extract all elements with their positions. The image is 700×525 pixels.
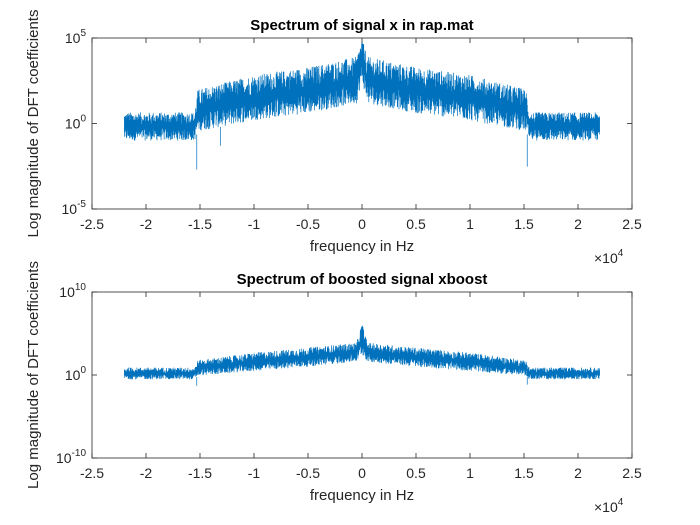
x-tick-label: 2 (574, 216, 582, 232)
x-tick-label: -1 (248, 216, 261, 232)
x-scale-factor-base: ×10 (594, 250, 618, 266)
y-tick-base: 10 (65, 30, 81, 46)
x-tick-label: 2.5 (622, 465, 642, 481)
x-axis-label: frequency in Hz (310, 487, 414, 504)
y-tick-base: 10 (56, 450, 72, 466)
x-axis-label: frequency in Hz (310, 238, 414, 255)
x-tick-label: 0.5 (406, 465, 426, 481)
y-tick-exponent: 0 (80, 365, 86, 376)
x-tick-label: 0 (358, 216, 366, 232)
x-scale-factor: ×104 (594, 248, 624, 266)
y-tick-base: 10 (65, 367, 81, 383)
y-tick-label: 105 (65, 28, 87, 46)
x-scale-factor-base: ×10 (594, 499, 618, 515)
x-tick-label: 0 (358, 465, 366, 481)
x-tick-label: 1.5 (514, 465, 534, 481)
chart-title: Spectrum of signal x in rap.mat (250, 17, 473, 34)
x-scale-factor-exponent: 4 (618, 248, 624, 259)
x-tick-label: -2.5 (80, 216, 104, 232)
y-tick-label: 100 (65, 365, 87, 383)
x-scale-factor: ×104 (594, 497, 624, 515)
x-tick-label: -1.5 (188, 465, 212, 481)
y-tick-exponent: -10 (72, 448, 87, 459)
x-tick-label: -2 (140, 216, 153, 232)
x-tick-label: 1 (466, 216, 474, 232)
y-tick-label: 10-10 (56, 448, 86, 466)
y-tick-exponent: 0 (80, 114, 86, 125)
x-tick-label: 1.5 (514, 216, 534, 232)
y-tick-base: 10 (65, 116, 81, 132)
y-tick-label: 1010 (59, 282, 86, 300)
x-scale-factor-exponent: 4 (618, 497, 624, 508)
x-tick-label: -1 (248, 465, 261, 481)
x-tick-label: -1.5 (188, 216, 212, 232)
subplot-1: -2.5 -2 -1.5 -1 -0.5 0 0.5 1 1.5 2 2.510510010-5Sp… (25, 10, 642, 266)
y-tick-base: 10 (62, 201, 78, 217)
subplot-2: -2.5 -2 -1.5 -1 -0.5 0 0.5 1 1.5 2 2.5101010010-10… (25, 261, 642, 515)
y-axis-label: Log magnitude of DFT coefficients (25, 10, 42, 238)
x-tick-label: -2.5 (80, 465, 104, 481)
x-tick-label: 2.5 (622, 216, 642, 232)
y-tick-exponent: 10 (75, 282, 87, 293)
y-tick-exponent: 5 (80, 28, 86, 39)
plots: -2.5 -2 -1.5 -1 -0.5 0 0.5 1 1.5 2 2.510510010-5Sp… (25, 10, 642, 515)
y-tick-exponent: -5 (77, 199, 86, 210)
y-tick-base: 10 (59, 284, 75, 300)
signal-trace-series (124, 42, 600, 170)
x-tick-label: 1 (466, 465, 474, 481)
signal-trace-series (124, 325, 600, 386)
x-tick-label: -2 (140, 465, 153, 481)
y-axis-label: Log magnitude of DFT coefficients (25, 261, 42, 489)
x-tick-label: -0.5 (296, 216, 320, 232)
y-tick-label: 10-5 (62, 199, 87, 217)
x-tick-label: 0.5 (406, 216, 426, 232)
x-tick-label: -0.5 (296, 465, 320, 481)
y-tick-label: 100 (65, 114, 87, 132)
x-tick-label: 2 (574, 465, 582, 481)
chart-title: Spectrum of boosted signal xboost (237, 271, 488, 288)
